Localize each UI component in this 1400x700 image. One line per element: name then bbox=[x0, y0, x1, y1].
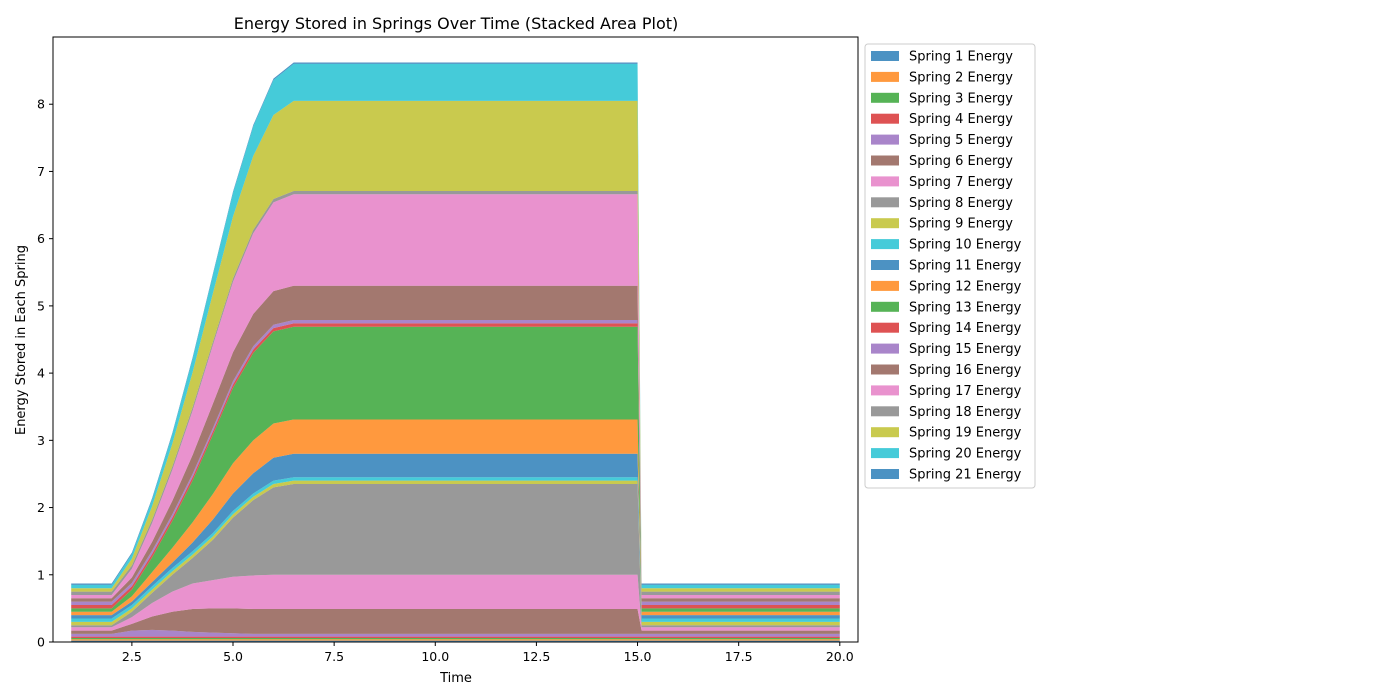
y-tick-label: 2 bbox=[37, 500, 45, 515]
y-tick-label: 4 bbox=[37, 366, 45, 381]
x-tick-label: 17.5 bbox=[725, 649, 753, 664]
x-tick-label: 7.5 bbox=[324, 649, 344, 664]
legend-swatch bbox=[871, 301, 899, 312]
x-tick-label: 2.5 bbox=[122, 649, 142, 664]
plot-frame bbox=[52, 36, 859, 643]
area-spring-8 bbox=[71, 484, 840, 628]
legend-label: Spring 9 Energy bbox=[909, 217, 1013, 232]
legend-label: Spring 5 Energy bbox=[909, 133, 1013, 148]
legend-swatch bbox=[871, 385, 899, 396]
y-tick-label: 7 bbox=[37, 164, 45, 179]
legend-swatch bbox=[871, 197, 899, 208]
legend-swatch bbox=[871, 406, 899, 417]
legend-label: Spring 12 Energy bbox=[909, 279, 1022, 294]
legend-label: Spring 2 Energy bbox=[909, 70, 1013, 85]
x-tick-label: 12.5 bbox=[522, 649, 550, 664]
y-tick-label: 6 bbox=[37, 231, 45, 246]
legend-swatch bbox=[871, 260, 899, 270]
legend-swatch bbox=[871, 113, 899, 124]
legend-label: Spring 17 Energy bbox=[909, 384, 1022, 399]
legend: Spring 1 Energy Spring 2 Energy Spring 3 E… bbox=[864, 43, 1036, 489]
legend-swatch bbox=[871, 155, 899, 166]
legend-swatch bbox=[871, 427, 899, 438]
y-tick-label: 0 bbox=[37, 635, 45, 650]
chart-title: Energy Stored in Springs Over Time (Stac… bbox=[234, 14, 679, 33]
legend-label: Spring 11 Energy bbox=[909, 259, 1022, 274]
legend-swatch bbox=[871, 448, 899, 459]
x-tick-label: 20.0 bbox=[826, 649, 854, 664]
area-spring-7 bbox=[71, 574, 840, 631]
legend-box bbox=[864, 43, 1036, 489]
legend-label: Spring 14 Energy bbox=[909, 321, 1022, 336]
legend-label: Spring 16 Energy bbox=[909, 363, 1022, 378]
area-layers bbox=[71, 62, 840, 642]
legend-swatch bbox=[871, 92, 899, 103]
legend-swatch bbox=[871, 322, 899, 333]
legend-swatch bbox=[871, 134, 899, 145]
x-axis-label: Time bbox=[439, 671, 472, 686]
x-tick-label: 10.0 bbox=[421, 649, 449, 664]
y-tick-label: 8 bbox=[37, 97, 45, 112]
x-tick-label: 15.0 bbox=[624, 649, 652, 664]
y-tick-label: 3 bbox=[37, 433, 45, 448]
legend-label: Spring 20 Energy bbox=[909, 447, 1022, 462]
legend-label: Spring 13 Energy bbox=[909, 300, 1022, 315]
legend-swatch bbox=[871, 71, 899, 82]
legend-label: Spring 15 Energy bbox=[909, 342, 1022, 357]
y-axis-label: Energy Stored in Each Spring bbox=[14, 245, 29, 435]
area-spring-5 bbox=[71, 629, 840, 637]
legend-label: Spring 8 Energy bbox=[909, 196, 1013, 211]
x-tick-label: 5.0 bbox=[223, 649, 243, 664]
legend-swatch bbox=[871, 51, 899, 61]
legend-label: Spring 4 Energy bbox=[909, 112, 1013, 127]
legend-swatch bbox=[871, 239, 899, 250]
x-axis-ticks: 2.5 5.0 7.5 10.0 12.5 15.0 17.5 20.0 bbox=[122, 642, 854, 664]
legend-label: Spring 7 Energy bbox=[909, 175, 1013, 190]
legend-label: Spring 18 Energy bbox=[909, 405, 1022, 420]
legend-swatch bbox=[871, 218, 899, 229]
y-axis-ticks: 0 1 2 3 4 5 6 7 8 bbox=[37, 97, 53, 650]
legend-swatch bbox=[871, 343, 899, 354]
legend-swatch bbox=[871, 280, 899, 291]
legend-label: Spring 19 Energy bbox=[909, 426, 1022, 441]
area-spring-4 bbox=[71, 636, 840, 638]
legend-label: Spring 3 Energy bbox=[909, 91, 1013, 106]
legend-label: Spring 6 Energy bbox=[909, 154, 1013, 169]
legend-swatch bbox=[871, 469, 899, 479]
area-spring-13 bbox=[71, 326, 840, 612]
area-spring-17 bbox=[71, 194, 840, 599]
area-spring-3 bbox=[71, 637, 840, 640]
legend-swatch bbox=[871, 364, 899, 375]
legend-label: Spring 1 Energy bbox=[909, 50, 1013, 65]
y-tick-label: 5 bbox=[37, 298, 45, 313]
area-spring-2 bbox=[71, 639, 840, 641]
legend-label: Spring 10 Energy bbox=[909, 238, 1022, 253]
area-spring-6 bbox=[71, 608, 840, 634]
legend-swatch bbox=[871, 176, 899, 187]
legend-label: Spring 21 Energy bbox=[909, 468, 1022, 483]
y-tick-label: 1 bbox=[37, 567, 45, 582]
